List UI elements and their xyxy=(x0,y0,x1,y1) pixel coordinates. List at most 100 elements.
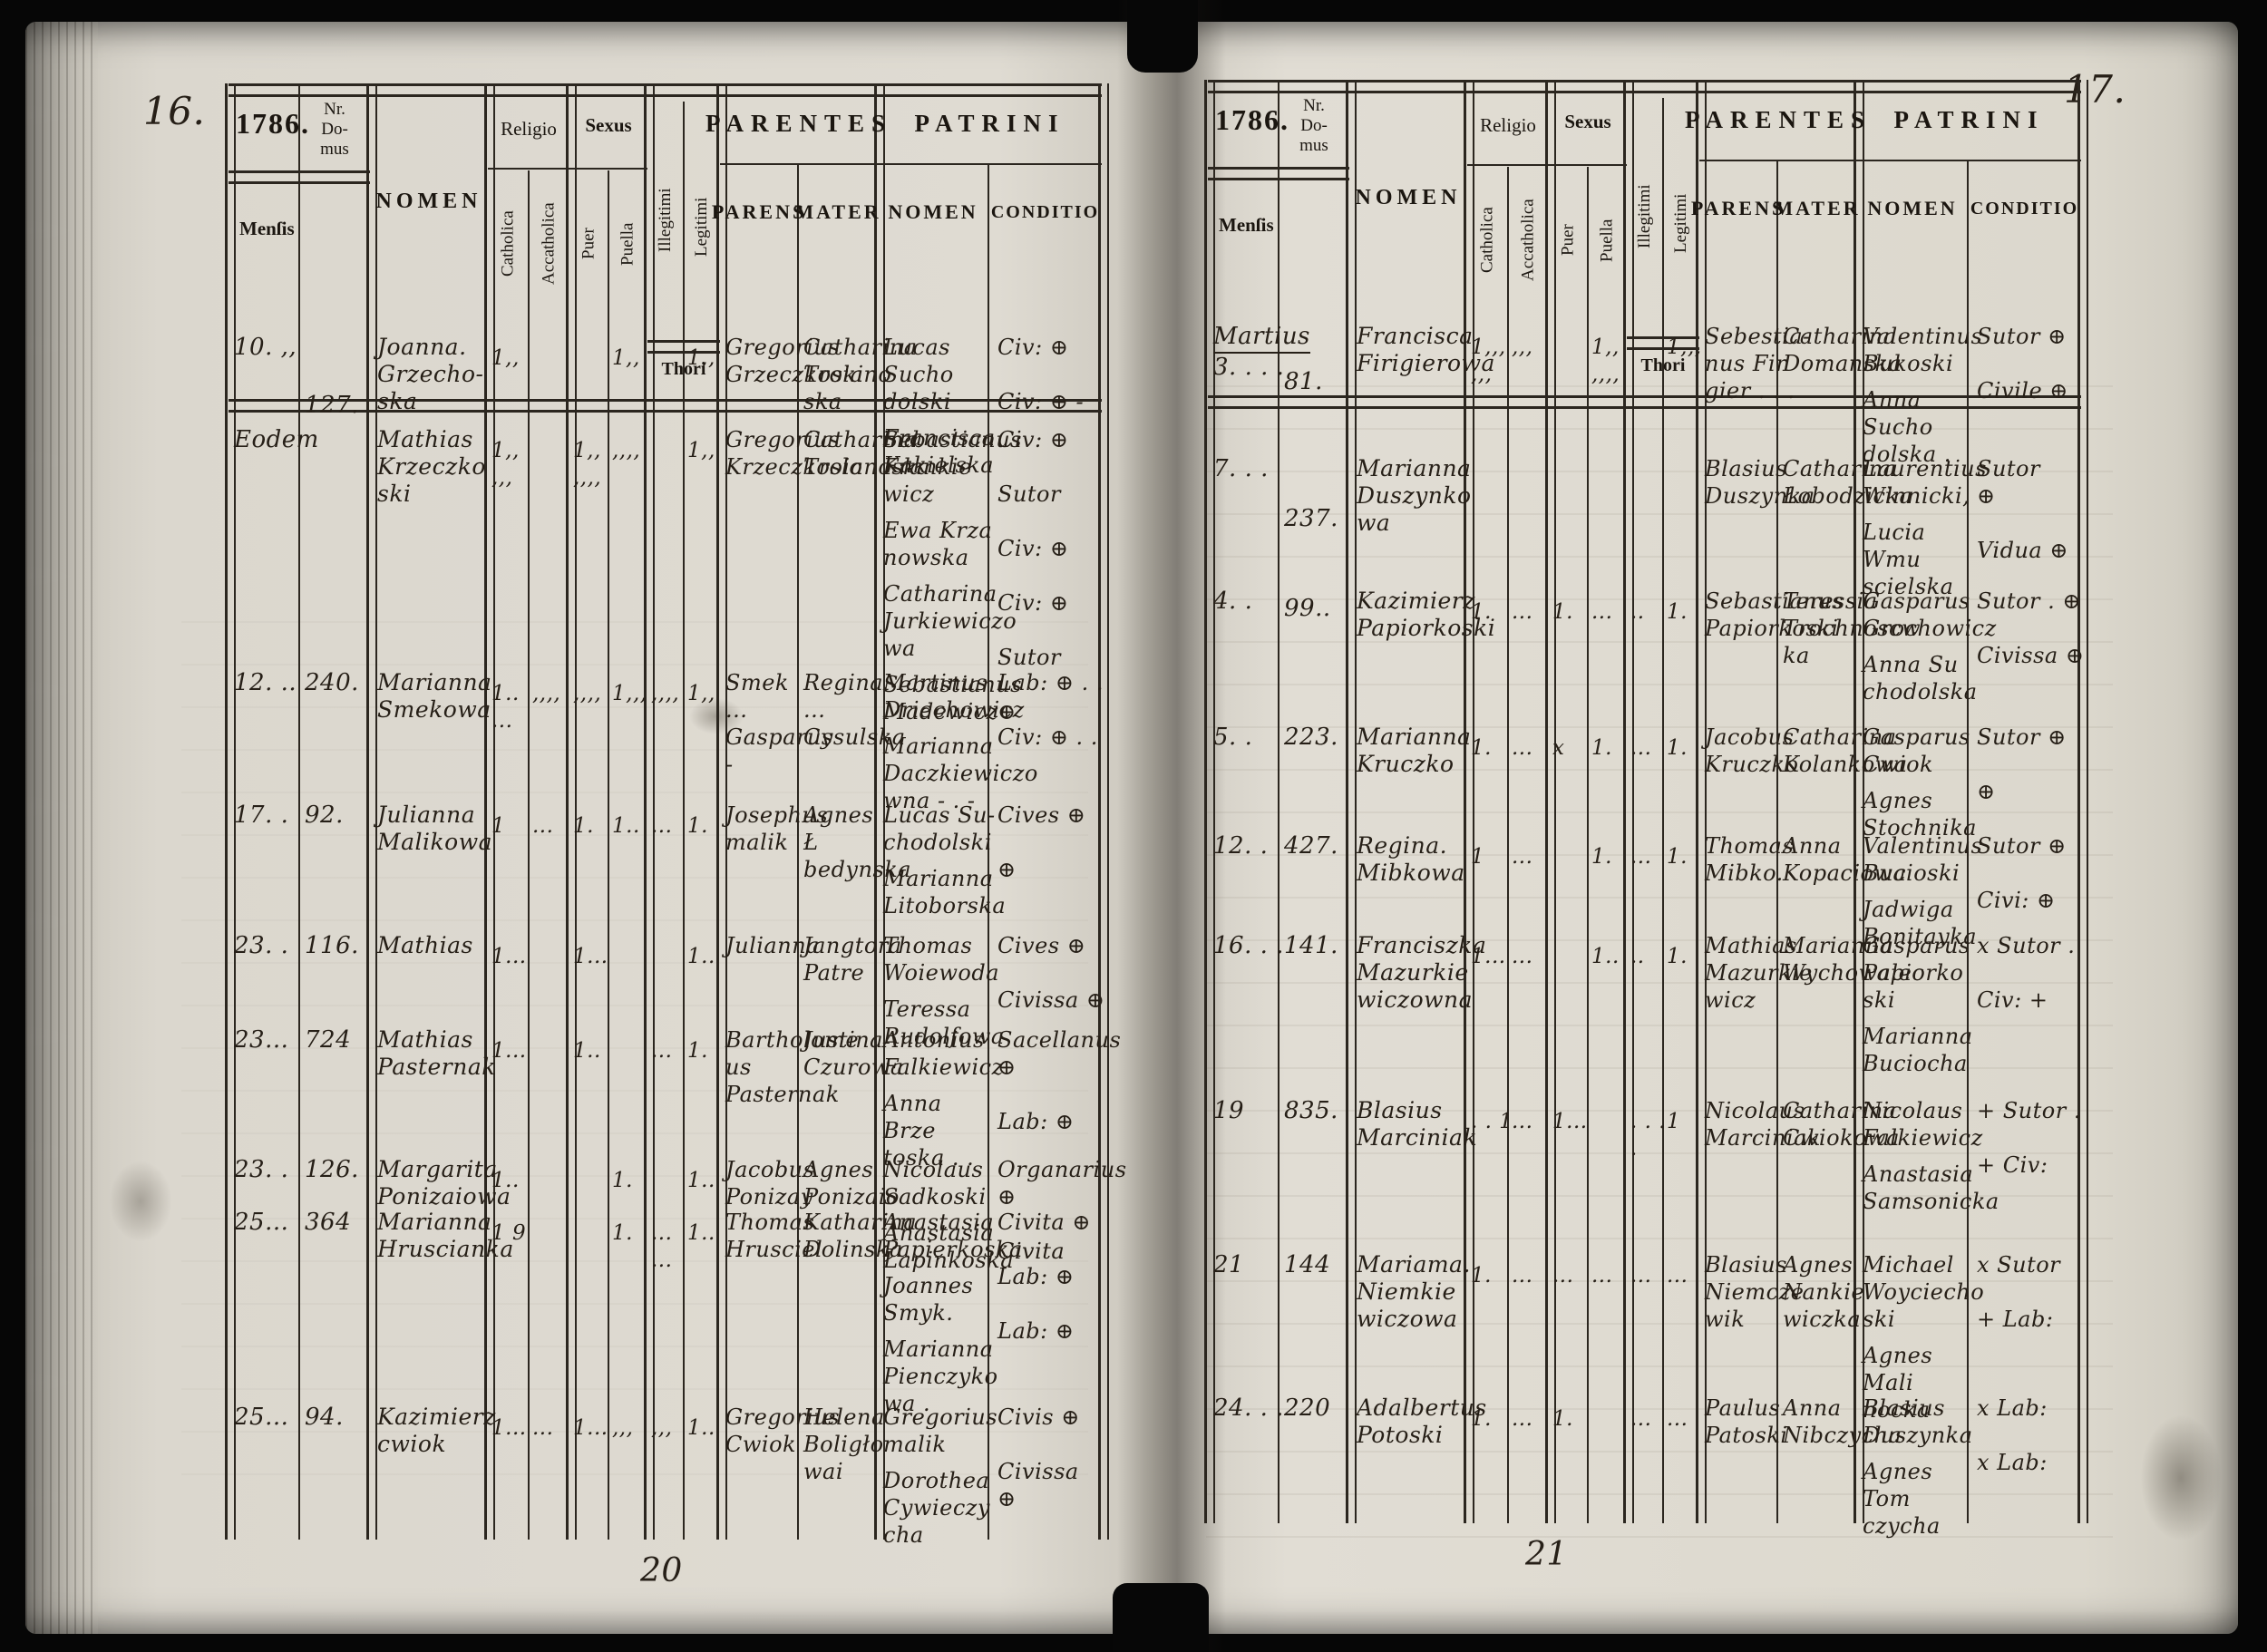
header-nr-domus: Nr. Do- mus xyxy=(1299,96,1328,155)
mark-acatholica-cell: ... xyxy=(532,1416,554,1440)
mark-puella-cell: 1. xyxy=(612,1169,633,1192)
mark-acatholica-cell: ... xyxy=(1512,845,1533,869)
father-name-cell: Blasius Niemcze wik xyxy=(1705,1252,1805,1332)
godparents-cell: Sebastianus Frankie wicz Ewa Krza nowska C… xyxy=(883,427,1022,724)
mark-legitimi-cell: 1. xyxy=(1667,600,1688,624)
godparents-cell: Nicolaus Sadkoski Anastasia Łapinkoska xyxy=(883,1157,1015,1273)
mark-puer-cell: 1. xyxy=(1552,1407,1573,1431)
header-nomen: NOMEN xyxy=(375,189,482,213)
header-legitimi: Legitimi xyxy=(692,197,711,258)
conditio-cell: Cives ⊕ Civissa ⊕ xyxy=(997,933,1105,1013)
child-name-cell: Joanna. Grzecho- ska xyxy=(377,334,484,414)
house-number-cell: 724 xyxy=(305,1026,352,1054)
conditio-cell: Sutor ⊕ Vidua ⊕ xyxy=(1977,456,2068,563)
mark-catholica-cell: 1... xyxy=(491,1039,527,1063)
table-rule-line xyxy=(229,83,1102,97)
mark-puella-cell: 1.. xyxy=(612,814,640,838)
house-number-cell: 81. xyxy=(1284,368,1323,395)
table-column-line xyxy=(298,83,300,1540)
mensis-cell: 17. . xyxy=(234,802,289,829)
page-stack-edge xyxy=(25,22,98,1634)
house-number-cell: 144 xyxy=(1284,1251,1331,1278)
mother-name-cell: Catharina Cwiokowa xyxy=(1783,1098,1900,1151)
mother-name-cell: Katharina Dolinska xyxy=(803,1210,918,1262)
godparents-cell: Nicolaus Falkiewicz Anastasia Samsonicka xyxy=(1863,1098,1999,1214)
table-column-line xyxy=(988,163,989,1540)
header-catholica: Catholica xyxy=(498,210,518,277)
mother-name-cell: Agnes Nankie wiczka xyxy=(1783,1252,1865,1332)
header-puella: Puella xyxy=(618,222,637,266)
header-nr-domus: Nr. Do- mus xyxy=(320,100,349,159)
header-thori: Thori xyxy=(661,358,706,379)
mark-legitimi-cell: 1. xyxy=(687,814,708,838)
child-name-cell: Marianna Kruczko xyxy=(1357,724,1472,777)
godparents-cell: Lucas Su- chodolski Marianna Litoborska xyxy=(883,802,1007,918)
child-name-cell: Marianna Hruscianka xyxy=(377,1209,514,1262)
father-name-cell: Blasius Duszynka xyxy=(1705,456,1815,509)
conditio-cell: x Lab: x Lab: xyxy=(1977,1395,2048,1475)
table-rule-line xyxy=(1208,80,2081,93)
mark-puer-cell: 1. xyxy=(1552,600,1573,624)
father-name-cell: Julianna xyxy=(725,933,820,958)
header-mater: MATER xyxy=(1774,197,1861,219)
mark-illegitimi-cell: ... xyxy=(1630,845,1652,869)
table-column-line xyxy=(1776,160,1778,1523)
mark-acatholica-cell: ... xyxy=(1512,1110,1533,1133)
table-column-line xyxy=(1098,83,1109,1540)
godparents-cell: Antonius Falkiewicz Anna Brze toska . . xyxy=(883,1027,1004,1171)
mark-acatholica-cell: ,,, xyxy=(1512,335,1533,359)
mark-legitimi-cell: ... xyxy=(1667,1407,1688,1431)
godparents-cell: Lucas Sucho dolski Francisca Kakielska xyxy=(883,335,996,478)
mark-illegitimi-cell: ... xyxy=(1630,1264,1652,1288)
father-name-cell: Jacobus Kruczko xyxy=(1705,724,1799,777)
mark-puer-cell: 1... xyxy=(1552,1110,1588,1133)
child-name-cell: Mathias xyxy=(377,932,473,958)
mark-legitimi-cell: 1.. xyxy=(687,1416,715,1440)
conditio-cell: Civ: ⊕ Civ: ⊕ - xyxy=(997,335,1085,414)
mother-name-cell: Agnes Ł bedynska xyxy=(803,802,912,882)
table-column-line xyxy=(716,83,727,1540)
table-rule-line xyxy=(647,340,720,354)
table-column-line xyxy=(608,170,609,1540)
mensis-cell: 25... xyxy=(234,1209,289,1236)
child-name-cell: Kazimierz Papiorkoski xyxy=(1357,588,1496,641)
mark-legitimi-cell: 1. xyxy=(1667,945,1688,968)
father-name-cell: Josephus malik xyxy=(725,802,829,855)
header-patrini: PATRINI xyxy=(1893,105,2045,133)
table-column-line xyxy=(1623,80,1634,1523)
mark-illegitimi-cell: ... xyxy=(651,1039,673,1063)
table-column-line xyxy=(1507,167,1509,1523)
header-patrini: PATRINI xyxy=(914,109,1065,137)
godparents-cell: Valentinus Bucioski Jadwiga Bonitayka xyxy=(1863,833,1983,949)
mark-illegitimi-cell: . . . . xyxy=(1630,1110,1667,1161)
mark-catholica-cell: 1.. xyxy=(491,1169,520,1192)
table-rule-line xyxy=(1208,167,1349,180)
year-label: 1786. xyxy=(1215,103,1289,136)
godparents-cell: Valentinus Bukoski Anna Sucho dolska . xyxy=(1863,324,1983,467)
father-name-cell: Thomas Mibko. xyxy=(1705,833,1795,886)
mark-legitimi-cell: 1,, xyxy=(687,682,715,705)
mensis-cell: 23. . xyxy=(234,932,289,959)
conditio-cell: Organarius ⊕ Civita xyxy=(997,1157,1127,1264)
mark-puer-cell: ... xyxy=(1552,1264,1574,1288)
mark-catholica-cell: 1 xyxy=(491,814,506,838)
header-parentes: PARENTES xyxy=(705,109,893,137)
mark-catholica-cell: . . 1 xyxy=(1471,1110,1513,1133)
mother-name-cell: Agnes Ponizaio xyxy=(803,1157,900,1210)
mensis-cell: 7. . . xyxy=(1213,455,1269,482)
mother-name-cell: Helena Boligło wai xyxy=(803,1404,885,1484)
child-name-cell: Francisca Firigierowa xyxy=(1357,323,1495,376)
father-name-cell: Gregorius Grzeczkoski xyxy=(725,335,864,387)
mark-puella-cell: ,,,, xyxy=(612,439,641,462)
mark-acatholica-cell: ,,,, xyxy=(532,682,561,705)
godparents-cell: Gasparus Cwiok Agnes Stochnika xyxy=(1863,724,1977,841)
table-column-line xyxy=(644,83,655,1540)
mother-name-cell: Catharina Domanska xyxy=(1783,324,1902,376)
father-name-cell: Sebastianus Papiorkoski xyxy=(1705,588,1844,641)
mensis-cell: 19 xyxy=(1213,1097,1245,1124)
header-illegitimi: Illegitimi xyxy=(656,188,675,252)
table-column-line xyxy=(484,83,495,1540)
mark-catholica-cell: 1... xyxy=(1471,945,1506,968)
conditio-cell: Civ: ⊕ Sutor Civ: ⊕ Civ: ⊕ Sutor ⊕ xyxy=(997,427,1069,724)
mensis-cell: 10. ,, xyxy=(234,334,297,361)
